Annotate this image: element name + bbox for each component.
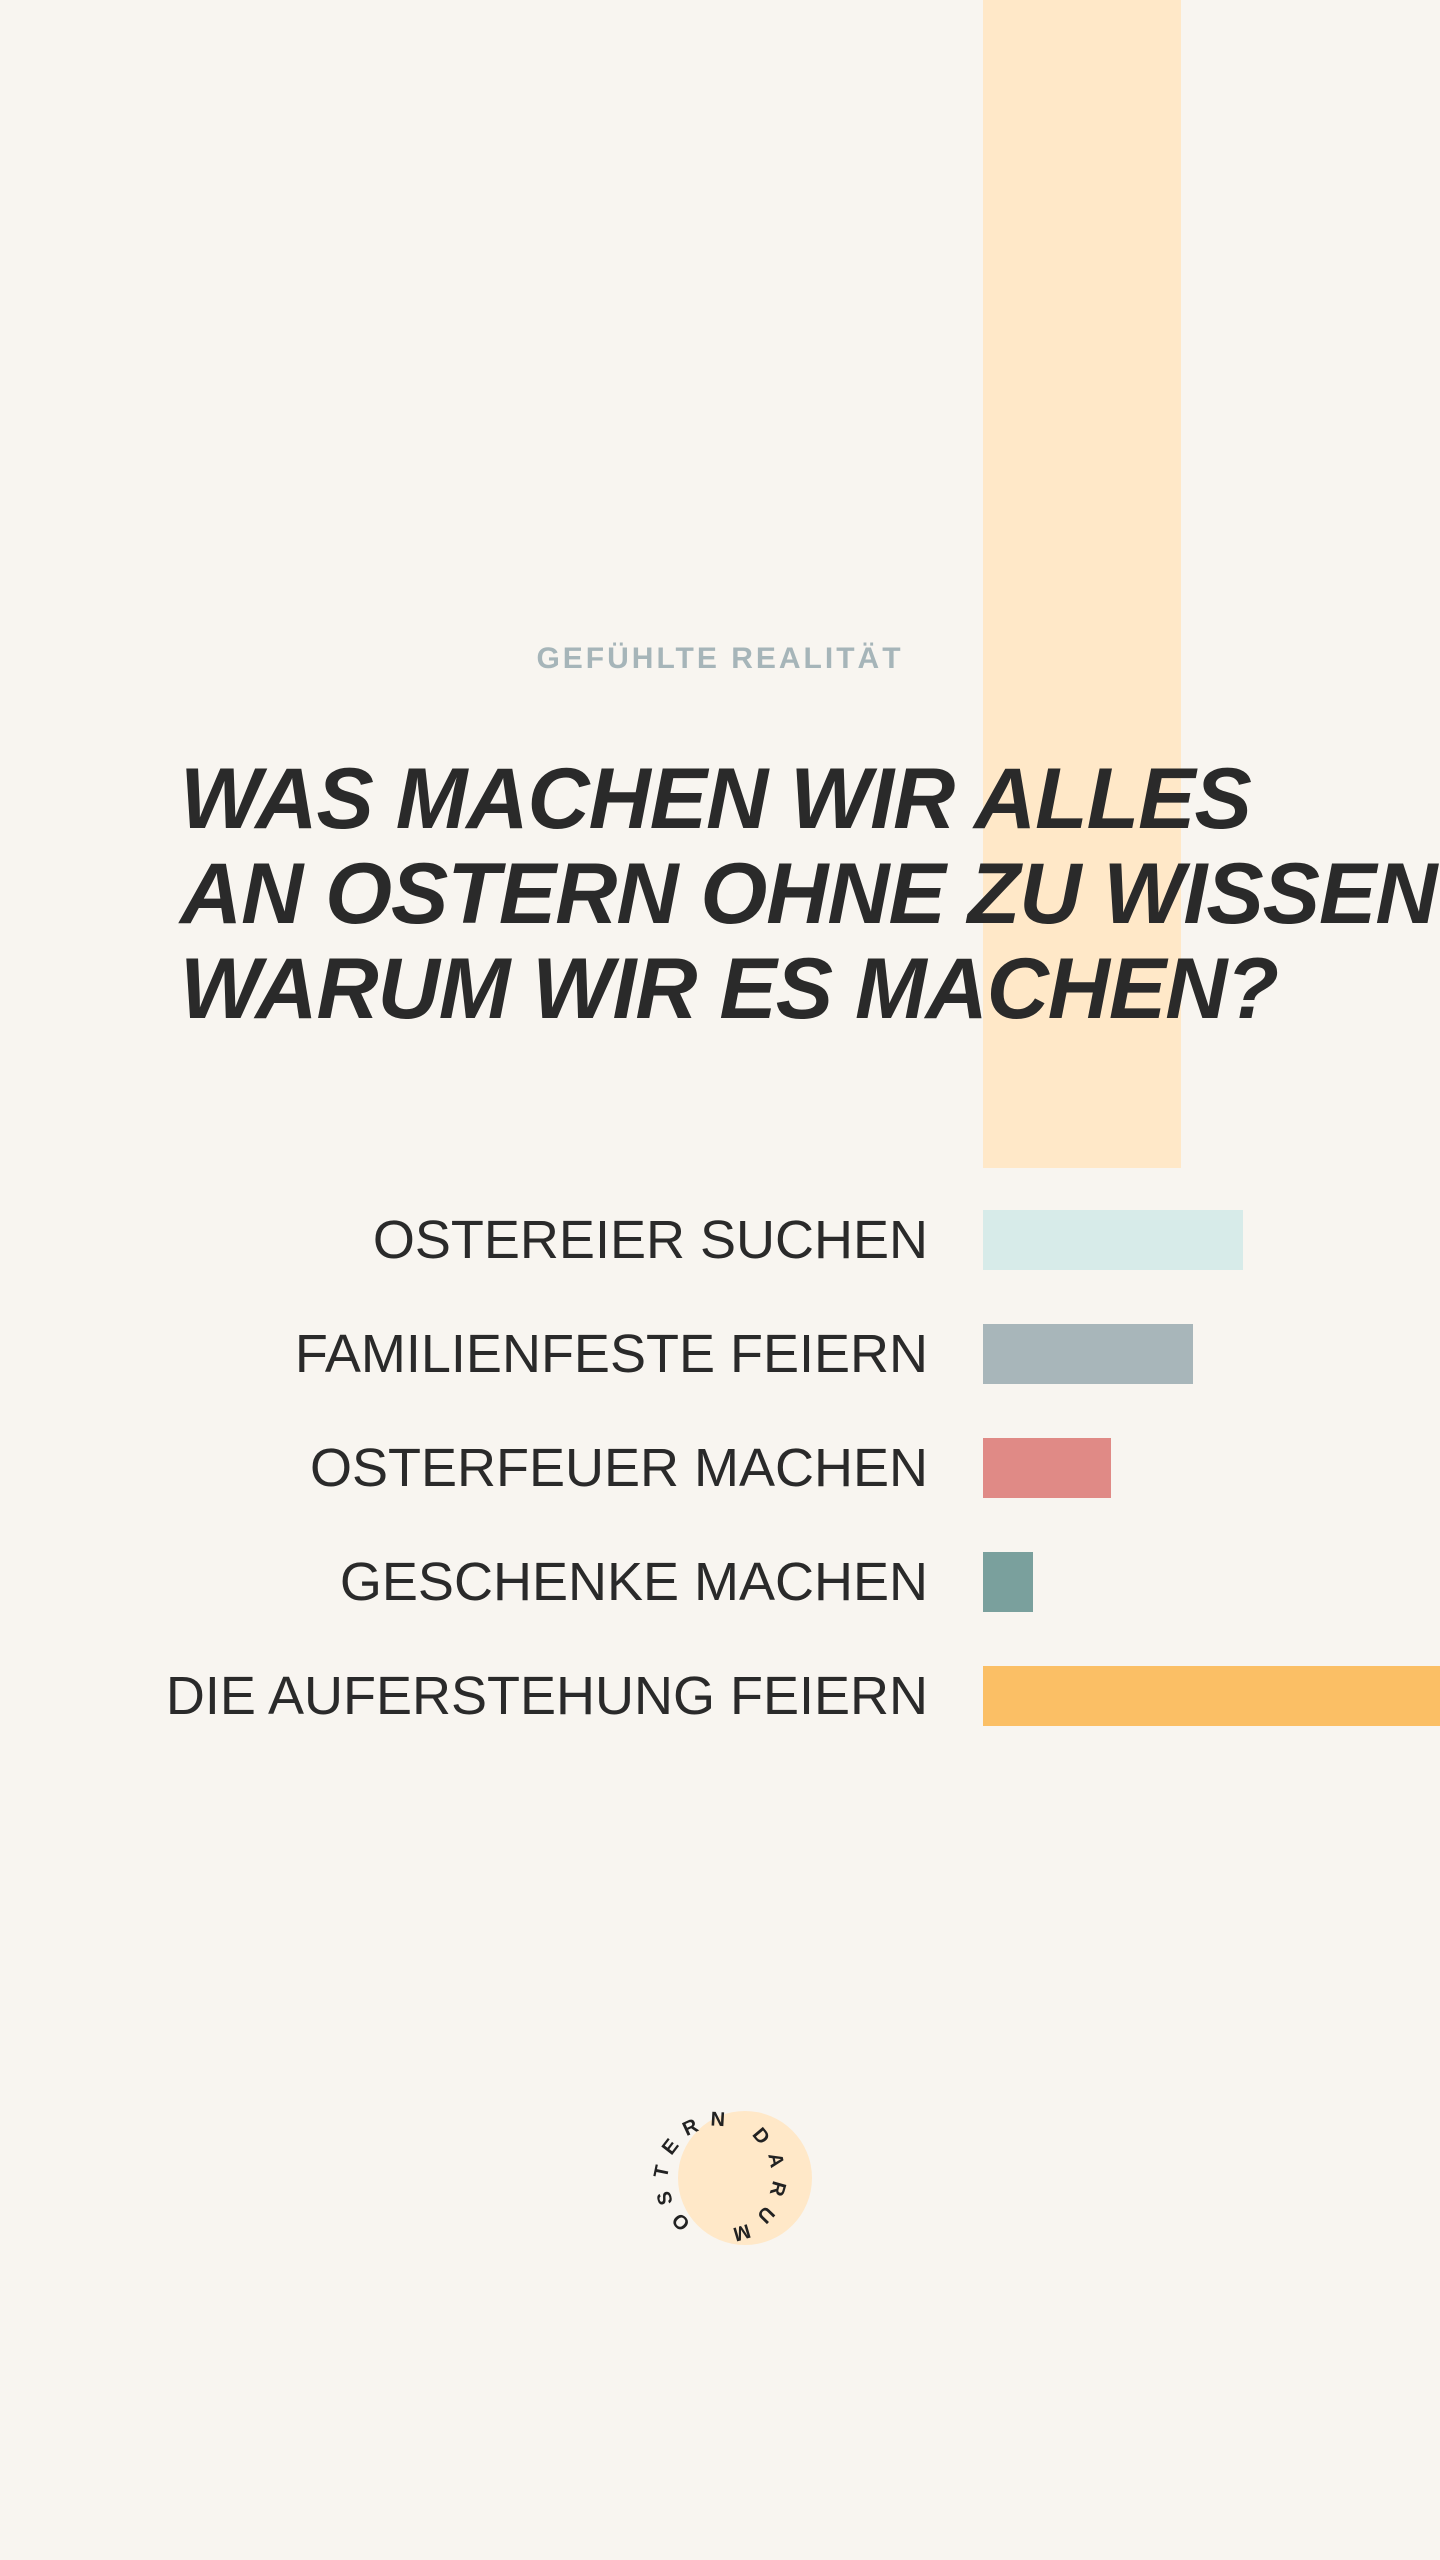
kicker-label: GEFÜHLTE REALITÄT	[536, 642, 904, 675]
bar	[983, 1324, 1194, 1384]
background-accent-column	[983, 0, 1181, 1168]
bar	[983, 1666, 1440, 1726]
bar-label: DIE AUFERSTEHUNG FEIERN	[165, 1666, 928, 1726]
logo-circle	[678, 2111, 812, 2245]
bar-label: FAMILIENFESTE FEIERN	[294, 1324, 928, 1384]
bar-chart: OSTEREIER SUCHEN FAMILIENFESTE FEIERN OSTE…	[0, 1210, 1440, 1740]
bar-label: OSTERFEUER MACHEN	[309, 1438, 928, 1498]
bar	[983, 1210, 1244, 1270]
bar-label: OSTEREIER SUCHEN	[372, 1210, 928, 1270]
headline-line-2: AN OSTERN OHNE ZU WISSEN	[180, 846, 1438, 942]
headline-line-1: WAS MACHEN WIR ALLES	[180, 751, 1252, 847]
logo-svg: OSTERN DARUM	[650, 2108, 812, 2248]
bar	[983, 1438, 1111, 1498]
ostern-darum-logo: OSTERN DARUM	[620, 2105, 820, 2255]
bar-label: GESCHENKE MACHEN	[339, 1552, 928, 1612]
headline: WAS MACHEN WIR ALLES AN OSTERN OHNE ZU W…	[180, 751, 1438, 1037]
bar	[983, 1552, 1034, 1612]
headline-line-3: WARUM WIR ES MACHEN?	[180, 941, 1279, 1037]
